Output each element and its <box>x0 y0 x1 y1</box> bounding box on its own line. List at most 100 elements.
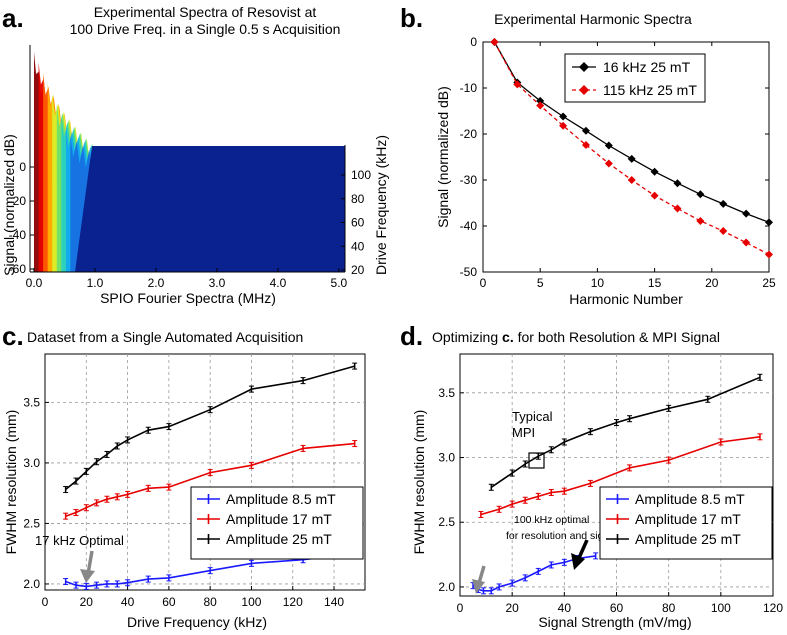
panel-a-ytick-label: -60 <box>9 262 27 276</box>
panel-b-series-2-point <box>490 38 499 46</box>
panel-d-legend-text-3: Amplitude 25 mT <box>635 531 741 547</box>
panel-b-series-2-point <box>765 250 773 259</box>
panel-b-series-1-point <box>696 190 705 199</box>
panel-d-label: d. <box>400 321 423 351</box>
panel-a-waterfall <box>34 52 345 273</box>
panel-b-series-2-point <box>513 80 522 89</box>
panel-a-ztick-label: 100 <box>351 168 371 182</box>
panel-b-ylabel: Signal (normalized dB) <box>435 86 451 228</box>
panel-d-xtick-label: 80 <box>662 601 676 615</box>
panel-c-arrow-head <box>80 569 95 583</box>
panel-d-legend-item-3: Amplitude 25 mT <box>606 531 741 547</box>
panel-b-series-1-point <box>536 96 545 105</box>
panel-d-black-arrow-shaft <box>577 539 589 559</box>
panel-c-annotation: 17 kHz Optimal <box>35 533 124 548</box>
panel-d-annotation-line2: MPI <box>512 425 535 440</box>
panel-a-ztick-label: 20 <box>351 263 365 277</box>
panel-b-series <box>490 38 773 259</box>
panel-a-ticks: 0.0 1.0 2.0 3.0 4.0 5.0 0 -20 -40 -60 100 80 60 40 20 <box>9 160 372 290</box>
panel-b-series-2-point <box>559 121 568 130</box>
panel-b-series-2-point <box>604 159 613 168</box>
panel-d-title-prefix: Optimizing <box>432 329 502 345</box>
panel-b-title: Experimental Harmonic Spectra <box>494 11 692 27</box>
panel-d-legend-item-2: Amplitude 17 mT <box>606 511 741 527</box>
panel-a-ytick-label: -40 <box>9 228 27 242</box>
panel-a-title-line2: 100 Drive Freq. in a Single 0.5 s Acquis… <box>70 21 341 37</box>
panel-a-ylabel: Signal (normalized dB) <box>1 134 17 276</box>
panel-a-zlabel: Drive Frequency (kHz) <box>373 135 389 275</box>
panel-b-series-1-point <box>559 112 568 121</box>
panel-d-xtick-label: 60 <box>610 601 624 615</box>
panel-c-xtick-label: 40 <box>121 595 135 609</box>
panel-c-xlabel: Drive Frequency (kHz) <box>127 614 267 630</box>
panel-c-xtick-label: 60 <box>162 595 176 609</box>
panel-b-label: b. <box>400 3 423 33</box>
panel-c-legend-item-2: Amplitude 17 mT <box>197 511 332 527</box>
panel-a-xtick-label: 4.0 <box>270 276 287 290</box>
panel-b-ytick-label: -40 <box>460 219 478 233</box>
panel-c-legend-item-1: Amplitude 8.5 mT <box>197 491 336 507</box>
panel-d-ytick-label: 2.0 <box>438 580 455 594</box>
panel-c-title: Dataset from a Single Automated Acquisit… <box>27 329 303 345</box>
panel-b-series-2-point <box>673 204 682 213</box>
panel-b-series-1-point <box>719 199 728 208</box>
panel-d-legend: Amplitude 8.5 mT Amplitude 17 mT Amplitu… <box>599 486 773 560</box>
panel-d-note-line2: for resolution and signal <box>506 530 618 542</box>
panel-b-series-2-point <box>719 227 728 236</box>
panel-d-series <box>470 373 763 595</box>
panel-b-series-1-point <box>673 179 682 188</box>
panel-b-ytick-label: -30 <box>460 173 478 187</box>
panel-b-legend-marker-2 <box>579 85 589 95</box>
panel-b-series-2-point <box>536 101 545 110</box>
panel-d: d. Optimizing c. for both Resolution & M… <box>400 321 783 630</box>
panel-b-series-1-point <box>604 141 613 150</box>
panel-d-ytick-label: 3.5 <box>438 386 455 400</box>
panel-b-series-1-point <box>765 218 773 227</box>
panel-b-legend-box <box>564 53 706 103</box>
panel-d-legend-item-1: Amplitude 8.5 mT <box>606 491 745 507</box>
panel-b-xtick-label: 10 <box>591 276 605 290</box>
panel-c-label: c. <box>2 321 24 351</box>
panel-d-title-suffix: for both Resolution & MPI Signal <box>514 329 720 345</box>
panel-c-xtick-label: 0 <box>42 595 49 609</box>
panel-b-xtick-label: 25 <box>762 276 776 290</box>
panel-a-xtick-label: 2.0 <box>148 276 165 290</box>
panel-b-series-2-point <box>650 191 659 200</box>
panel-c-xtick-label: 20 <box>80 595 94 609</box>
panel-b-series-2-point <box>627 176 636 184</box>
panel-a-ytick-label: 0 <box>19 160 26 174</box>
panel-d-black-arrow-head <box>571 553 585 570</box>
panel-a-label: a. <box>2 3 24 33</box>
panel-b-ytick-label: -10 <box>460 81 478 95</box>
panel-d-ylabel: FWHM resolution (mm) <box>411 410 427 555</box>
panel-b-series-1-point <box>650 167 659 176</box>
panel-b-ytick-label: -50 <box>460 265 478 279</box>
panel-c-ytick-label: 2.0 <box>23 577 40 591</box>
panel-c-legend-text-1: Amplitude 8.5 mT <box>226 491 336 507</box>
panel-d-typical-box <box>528 452 545 469</box>
panel-a-ztick-label: 40 <box>351 239 365 253</box>
panel-d-legend-text-2: Amplitude 17 mT <box>635 511 741 527</box>
panel-a-xlabel: SPIO Fourier Spectra (MHz) <box>100 290 276 306</box>
panel-c-xtick-label: 100 <box>241 595 261 609</box>
panel-d-gray-arrow-head <box>472 579 485 594</box>
panel-d-xtick-label: 0 <box>457 601 464 615</box>
panel-c-xtick-label: 80 <box>203 595 217 609</box>
panel-b-xtick-label: 5 <box>537 276 544 290</box>
panel-d-series-line-1 <box>472 555 596 592</box>
panel-d-legend-text-1: Amplitude 8.5 mT <box>635 491 745 507</box>
panel-a-ytick-label: -20 <box>9 194 27 208</box>
panel-b-frame <box>482 41 770 273</box>
panel-b-series-1-point <box>627 154 636 163</box>
panel-b-series-2-point <box>581 141 590 150</box>
panel-a-spectrum-150khz <box>75 146 345 272</box>
panel-b-legend: 16 kHz 25 mT 115 kHz 25 mT <box>564 53 706 103</box>
panel-b-series-1-point <box>581 126 590 135</box>
panel-c-series <box>63 362 358 590</box>
panel-a-xtick-label: 0.0 <box>26 276 43 290</box>
panel-a-xtick-label: 3.0 <box>209 276 226 290</box>
panel-b-ticks: 0 5 10 15 20 25 0 -10 -20 -30 -40 -50 <box>460 35 776 290</box>
panel-b-xlabel: Harmonic Number <box>569 291 683 307</box>
panel-b-legend-marker-1 <box>579 62 589 72</box>
panel-c-ytick-label: 3.5 <box>23 395 40 409</box>
